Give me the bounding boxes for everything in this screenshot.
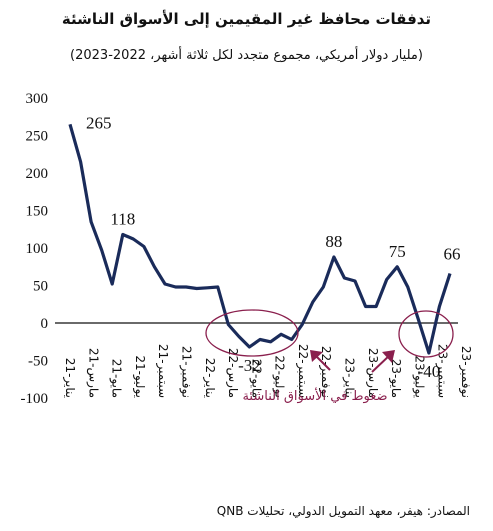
x-tick-label: يوليو-22 <box>272 355 287 398</box>
annotation-group: ضغوط في الأسواق الناشئة <box>205 309 454 404</box>
annotation-text: ضغوط في الأسواق الناشئة <box>242 387 387 404</box>
x-tick-label: سبتمبر-21 <box>155 344 170 398</box>
x-tick-label: مارس-22 <box>225 348 240 398</box>
y-tick-label: 50 <box>33 279 48 295</box>
annotation-arrow-left-head <box>310 350 323 362</box>
x-tick-label: نوفمبر-21 <box>178 346 193 398</box>
x-tick-label: مايو-23 <box>388 359 403 398</box>
y-tick-label: 300 <box>26 91 49 107</box>
data-label: -32 <box>238 356 261 375</box>
x-tick-label: يناير-21 <box>62 358 77 398</box>
x-tick-label: نوفمبر-22 <box>318 346 333 398</box>
data-label: 66 <box>444 245 461 264</box>
x-tick-label: مايو-21 <box>109 359 124 398</box>
x-tick-label: نوفمبر-23 <box>458 346 473 398</box>
source-note: المصادر: هيفر، معهد التمويل الدولي، تحلي… <box>216 504 470 518</box>
annotation-ellipse-2022 <box>205 309 299 357</box>
data-label: 75 <box>389 242 406 261</box>
y-axis-ticks: 300 250 200 150 100 50 0 -50 -100 <box>21 91 49 407</box>
x-tick-label: سبتمبر-23 <box>435 344 450 398</box>
x-tick-label: سبتمبر-22 <box>295 344 310 398</box>
x-tick-label: مارس-23 <box>365 348 380 398</box>
x-tick-label: يناير-23 <box>342 358 357 398</box>
series-line <box>68 123 452 355</box>
y-tick-label: 0 <box>41 316 49 332</box>
data-label: 88 <box>325 232 342 251</box>
chart-title: تدفقات محافظ غير المقيمين إلى الأسواق ال… <box>61 10 432 28</box>
data-label: -40 <box>418 362 441 381</box>
y-tick-label: 200 <box>26 166 49 182</box>
y-tick-label: -100 <box>21 391 49 407</box>
x-tick-label: يوليو-21 <box>132 355 147 398</box>
x-tick-label: يناير-22 <box>202 358 217 398</box>
x-axis-ticks: يناير-21 مارس-21 مايو-21 يوليو-21 سبتمبر-21 ن… <box>62 344 473 398</box>
data-labels: 265 118 -32 88 75 -40 66 <box>86 113 461 381</box>
y-tick-label: -50 <box>28 354 48 370</box>
x-tick-label: مايو-22 <box>248 359 263 398</box>
data-label: 265 <box>86 113 112 132</box>
annotation-arrow-right-head <box>382 350 395 363</box>
x-tick-label: يوليو-23 <box>411 355 426 398</box>
y-tick-label: 100 <box>26 241 49 257</box>
y-tick-label: 150 <box>26 204 49 220</box>
x-tick-label: مارس-21 <box>85 348 100 398</box>
y-tick-label: 250 <box>26 129 49 145</box>
data-label: 118 <box>110 210 135 229</box>
chart-subtitle: (مليار دولار أمريكي، مجموع متجدد لكل ثلا… <box>70 48 423 63</box>
annotation-ellipse-2023 <box>398 310 454 358</box>
